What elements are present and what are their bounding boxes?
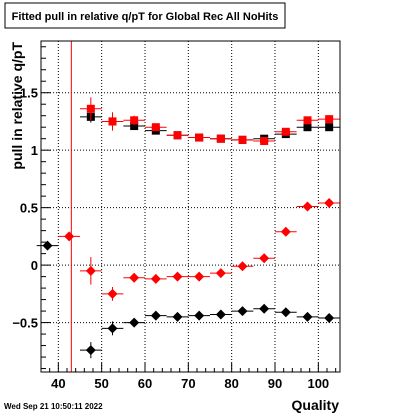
x-tick-label: 90 <box>268 376 282 391</box>
data-point <box>173 131 182 140</box>
x-tick-label: 70 <box>181 376 195 391</box>
data-point <box>238 135 247 144</box>
data-point <box>259 253 270 264</box>
y-tick-label: −0.5 <box>12 316 38 331</box>
y-tick-label: 1.5 <box>20 86 38 101</box>
data-point <box>215 309 226 320</box>
data-point <box>280 226 291 237</box>
data-point <box>108 117 117 126</box>
data-point <box>303 116 312 125</box>
y-tick-label: 0 <box>31 258 38 273</box>
timestamp: Wed Sep 21 10:50:11 2022 <box>4 402 103 411</box>
data-point <box>85 265 96 276</box>
x-tick-label: 40 <box>51 376 65 391</box>
chart-title: Fitted pull in relative q/pT for Global … <box>12 11 279 23</box>
axes: 40 50 60 70 80 90 100 −0.5 0 0.5 1 1.5 <box>12 46 337 391</box>
data-point <box>325 123 334 132</box>
data-point <box>86 104 95 113</box>
data-point <box>325 115 334 124</box>
data-point <box>194 271 205 282</box>
data-point <box>215 268 226 279</box>
data-point <box>172 271 183 282</box>
data-point <box>107 288 118 299</box>
data-point <box>324 198 335 209</box>
data-point <box>280 307 291 318</box>
data-point <box>259 303 270 314</box>
x-tick-label: 50 <box>94 376 108 391</box>
series-1 <box>80 97 340 145</box>
marks <box>36 97 340 359</box>
data-point <box>129 317 140 328</box>
data-point <box>216 134 225 143</box>
data-point <box>85 345 96 356</box>
x-axis-label: Quality <box>292 397 340 413</box>
y-tick-label: 0.5 <box>20 201 38 216</box>
y-axis-label: pull in relative q/pT <box>9 42 25 170</box>
data-point <box>107 323 118 334</box>
data-point <box>281 127 290 136</box>
data-point <box>150 310 161 321</box>
x-tick-label: 80 <box>224 376 238 391</box>
data-point <box>130 122 139 131</box>
series-3 <box>58 198 340 301</box>
x-tick-label: 100 <box>307 376 329 391</box>
data-point <box>194 310 205 321</box>
data-point <box>195 133 204 142</box>
data-point <box>303 123 312 132</box>
plot-frame <box>40 40 341 373</box>
title-box <box>4 2 286 29</box>
y-tick-label: 1 <box>31 143 38 158</box>
data-point <box>324 312 335 323</box>
data-point <box>151 123 160 132</box>
data-point <box>302 311 313 322</box>
data-point <box>260 136 269 145</box>
data-point <box>302 201 313 212</box>
series-2 <box>36 240 340 359</box>
data-point <box>237 306 248 317</box>
data-point <box>150 273 161 284</box>
data-point <box>129 272 140 283</box>
data-point <box>130 116 139 125</box>
data-point <box>42 240 53 251</box>
data-point <box>237 261 248 272</box>
x-tick-label: 60 <box>138 376 152 391</box>
data-point <box>172 311 183 322</box>
data-point <box>64 231 75 242</box>
